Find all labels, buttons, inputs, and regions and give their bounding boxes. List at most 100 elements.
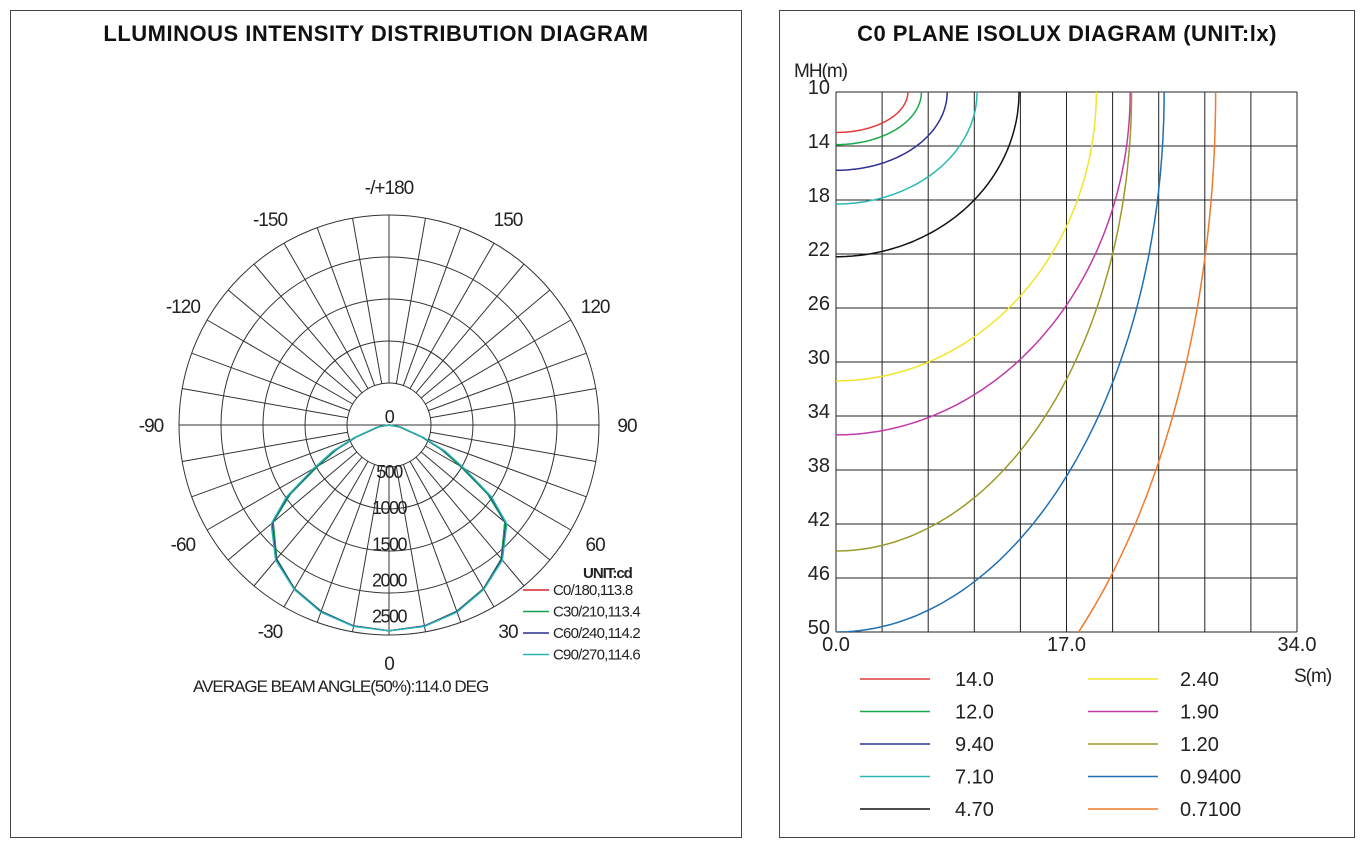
beam-angle-text: AVERAGE BEAM ANGLE(50%):114.0 DEG xyxy=(193,677,488,696)
isolux-legend-label: 1.20 xyxy=(1180,734,1219,756)
polar-spoke xyxy=(227,451,358,561)
radial-label: 500 xyxy=(376,462,403,482)
angle-label: -30 xyxy=(258,622,283,643)
polar-spoke xyxy=(420,451,551,561)
isolux-contour xyxy=(836,92,1133,552)
polar-spoke xyxy=(425,445,572,531)
angle-label: -90 xyxy=(139,416,164,437)
polar-spoke xyxy=(409,242,495,389)
isolux-contour xyxy=(836,92,923,146)
isolux-legend-label: 4.70 xyxy=(955,799,994,821)
x-tick-label: 0.0 xyxy=(822,634,850,656)
y-tick-label: 10 xyxy=(808,77,830,99)
polar-labels: -/+180 150 -150 120 -120 90 -90 60 -60 30 -30 0 0 500… xyxy=(139,178,638,675)
isolux-ticks: 10 14 18 22 26 30 34 38 42 46 500.0 17.0 34.0 xyxy=(808,77,1317,656)
polar-panel: LLUMINOUS INTENSITY DISTRIBUTION DIAGRAM… xyxy=(10,10,742,838)
isolux-legend-label: 0.7100 xyxy=(1180,799,1241,821)
polar-spoke xyxy=(420,289,551,399)
y-axis-label: MH(m) xyxy=(794,61,848,82)
polar-legend-label: C90/270,114.6 xyxy=(553,647,640,664)
polar-spoke xyxy=(206,319,353,405)
polar-spoke xyxy=(206,445,353,531)
y-tick-label: 14 xyxy=(808,131,830,153)
polar-spoke xyxy=(182,388,348,419)
isolux-legend-label: 14.0 xyxy=(955,669,994,691)
isolux-legend: 14.0 12.0 9.40 7.10 4.70 2.40 1.90 1.20 0.9400 0.… xyxy=(860,669,1241,821)
angle-label: 60 xyxy=(586,535,606,556)
isolux-contour xyxy=(836,92,909,134)
polar-spoke xyxy=(191,352,350,412)
polar-spoke xyxy=(409,461,495,608)
y-tick-label: 50 xyxy=(808,617,830,639)
x-axis-label: S(m) xyxy=(1294,666,1332,687)
y-tick-label: 46 xyxy=(808,563,830,585)
radial-label: 2500 xyxy=(372,607,408,627)
isolux-legend-label: 9.40 xyxy=(955,734,994,756)
polar-spoke xyxy=(415,263,525,394)
isolux-contour xyxy=(1077,92,1217,632)
angle-label: -150 xyxy=(253,210,287,231)
polar-spoke xyxy=(227,289,358,399)
polar-spoke xyxy=(395,218,426,384)
y-tick-label: 18 xyxy=(808,185,830,207)
polar-spoke xyxy=(191,438,350,498)
x-tick-label: 17.0 xyxy=(1047,634,1086,656)
polar-spoke xyxy=(415,456,525,587)
y-tick-label: 38 xyxy=(808,455,830,477)
radial-label: 1000 xyxy=(372,498,408,518)
polar-spoke xyxy=(402,464,462,623)
polar-curves xyxy=(270,424,508,632)
polar-spoke xyxy=(402,227,462,386)
isolux-contour xyxy=(836,92,978,205)
isolux-legend-label: 12.0 xyxy=(955,702,994,724)
isolux-contour xyxy=(836,92,1165,632)
isolux-panel: C0 PLANE ISOLUX DIAGRAM (UNIT:lx) 10 14 18… xyxy=(779,10,1355,838)
angle-label: 30 xyxy=(498,622,518,643)
isolux-legend-label: 1.90 xyxy=(1180,702,1219,724)
isolux-contour xyxy=(836,92,948,172)
y-tick-label: 26 xyxy=(808,293,830,315)
y-tick-label: 30 xyxy=(808,347,830,369)
polar-legend-label: C30/210,113.4 xyxy=(553,604,640,621)
polar-spoke xyxy=(316,464,376,623)
y-tick-label: 42 xyxy=(808,509,830,531)
isolux-legend-label: 7.10 xyxy=(955,767,994,789)
angle-label: 150 xyxy=(494,210,523,231)
radial-label: 0 xyxy=(385,407,395,427)
polar-spoke xyxy=(425,319,572,405)
polar-spoke xyxy=(253,456,363,587)
isolux-title: C0 PLANE ISOLUX DIAGRAM (UNIT:lx) xyxy=(857,21,1277,46)
polar-spoke xyxy=(316,227,376,386)
isolux-curves xyxy=(836,92,1217,632)
polar-grid xyxy=(178,214,600,636)
x-tick-label: 34.0 xyxy=(1278,634,1317,656)
isolux-contour xyxy=(836,92,1098,382)
y-tick-label: 34 xyxy=(808,401,830,423)
polar-spoke xyxy=(253,263,363,394)
polar-legend-label: C60/240,114.2 xyxy=(553,625,640,642)
polar-spoke xyxy=(182,431,348,462)
polar-title: LLUMINOUS INTENSITY DISTRIBUTION DIAGRAM xyxy=(103,21,649,46)
angle-label: 0 xyxy=(384,654,394,675)
polar-spoke xyxy=(428,438,587,498)
angle-label: -/+180 xyxy=(365,178,414,199)
polar-spoke xyxy=(430,388,596,419)
isolux-grid xyxy=(835,91,1298,633)
polar-spoke xyxy=(428,352,587,412)
polar-spoke xyxy=(395,466,426,632)
polar-legend: C0/180,113.8 C30/210,113.4 C60/240,114.2 C9… xyxy=(523,582,641,664)
unit-label: UNIT:cd xyxy=(583,565,633,582)
y-tick-label: 22 xyxy=(808,239,830,261)
angle-label: -60 xyxy=(171,535,196,556)
radial-label: 2000 xyxy=(372,570,408,590)
polar-spoke xyxy=(283,242,369,389)
isolux-legend-label: 2.40 xyxy=(1180,669,1219,691)
polar-spoke xyxy=(283,461,369,608)
polar-legend-label: C0/180,113.8 xyxy=(553,582,633,599)
polar-spoke xyxy=(352,218,383,384)
angle-label: -120 xyxy=(166,297,200,318)
radial-label: 1500 xyxy=(372,534,408,554)
polar-spoke xyxy=(430,431,596,462)
isolux-contour xyxy=(836,92,1131,436)
